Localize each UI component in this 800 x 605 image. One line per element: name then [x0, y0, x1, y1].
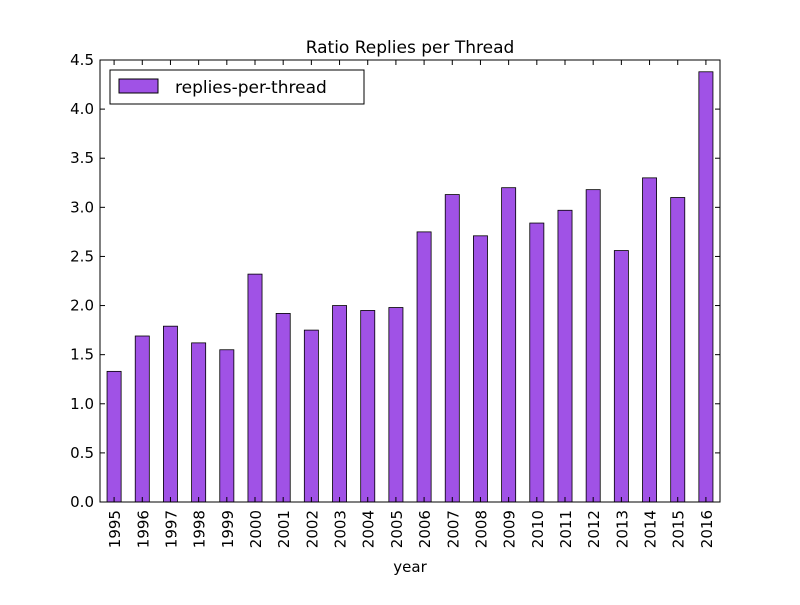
y-tick-label: 1.5	[70, 346, 94, 364]
legend-swatch	[118, 78, 159, 94]
x-tick-label: 2001	[275, 510, 293, 548]
x-tick-label: 2007	[444, 510, 462, 548]
bar-2014	[642, 177, 657, 503]
bar-2008	[473, 235, 488, 503]
y-tick-label: 3.0	[70, 198, 94, 216]
y-tick-label: 2.5	[70, 247, 94, 265]
bar-2012	[585, 189, 601, 503]
x-tick-label: 2014	[642, 510, 660, 548]
bar-2016	[698, 71, 714, 503]
bar-2010	[529, 222, 545, 503]
x-axis-label: year	[393, 558, 427, 576]
x-tick-label: 1995	[106, 510, 124, 548]
bar-1996	[134, 335, 150, 503]
bar-2001	[275, 313, 291, 503]
bar-2011	[557, 209, 573, 503]
x-tick-label: 2006	[416, 510, 434, 548]
x-tick-label: 2008	[472, 510, 490, 548]
plot-frame	[99, 59, 721, 503]
bar-2002	[303, 329, 319, 503]
y-tick-label: 0.0	[70, 493, 94, 511]
bar-1998	[191, 342, 207, 503]
x-tick-label: 2005	[388, 510, 406, 548]
bar-2005	[388, 307, 404, 503]
x-tick-label: 2012	[585, 510, 603, 548]
bar-1999	[219, 349, 235, 503]
bar-2007	[444, 194, 460, 503]
y-tick-label: 2.0	[70, 297, 94, 315]
bar-2009	[501, 187, 517, 503]
y-tick-label: 3.5	[70, 149, 94, 167]
x-tick-label: 2016	[698, 510, 716, 548]
x-tick-label: 1997	[162, 510, 180, 548]
legend: replies-per-thread	[109, 69, 365, 105]
x-tick-label: 2015	[670, 510, 688, 548]
x-tick-label: 2011	[557, 510, 575, 548]
y-tick-label: 4.0	[70, 100, 94, 118]
x-tick-label: 1998	[191, 510, 209, 548]
x-tick-label: 2002	[303, 510, 321, 548]
bar-1995	[106, 370, 122, 503]
x-tick-label: 2010	[529, 510, 547, 548]
x-tick-label: 1999	[219, 510, 237, 548]
bar-2015	[670, 197, 686, 503]
bar-2013	[613, 250, 629, 503]
bar-1997	[163, 325, 178, 503]
bar-2003	[332, 305, 347, 503]
y-tick-label: 0.5	[70, 444, 94, 462]
x-tick-label: 2013	[613, 510, 631, 548]
x-tick-label: 2000	[247, 510, 265, 548]
chart-title: Ratio Replies per Thread	[306, 38, 515, 58]
x-tick-label: 2003	[332, 510, 350, 548]
bar-2004	[360, 310, 376, 503]
x-tick-label: 2004	[360, 510, 378, 548]
y-tick-label: 4.5	[70, 51, 94, 69]
x-tick-label: 2009	[501, 510, 519, 548]
bar-2006	[416, 231, 432, 503]
x-tick-label: 1996	[134, 510, 152, 548]
y-tick-label: 1.0	[70, 395, 94, 413]
legend-label: replies-per-thread	[175, 78, 327, 98]
bar-2000	[247, 273, 263, 503]
